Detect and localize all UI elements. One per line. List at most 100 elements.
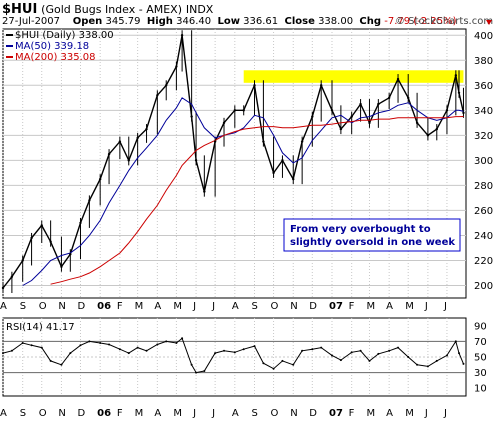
price-point	[396, 77, 400, 81]
price-x-tick: F	[349, 301, 355, 312]
low-label: Low	[217, 16, 240, 27]
low-value: 336.61	[243, 16, 279, 27]
price-point	[281, 159, 284, 162]
price-point	[415, 121, 419, 125]
price-x-tick: D	[77, 301, 85, 312]
annotation-line1: From very overbought to	[290, 224, 431, 235]
ma200-line	[50, 116, 464, 285]
rsi-x-tick: A	[386, 408, 393, 419]
symbol: $HUI	[2, 2, 38, 17]
price-point	[136, 136, 139, 140]
rsi-tick-label: 50	[474, 353, 487, 364]
price-tick-label: 300	[474, 156, 493, 167]
price-point	[233, 109, 237, 112]
rsi-point	[49, 359, 52, 362]
price-x-tick: J	[211, 301, 215, 312]
price-point	[10, 275, 14, 278]
price-tick-label: 320	[474, 131, 493, 142]
price-x-tick: A	[154, 301, 161, 312]
close-value: 338.00	[318, 16, 354, 27]
rsi-point	[339, 359, 342, 362]
price-x-tick: F	[117, 301, 123, 312]
price-point	[368, 121, 371, 125]
rsi-point	[350, 351, 353, 354]
price-point	[190, 115, 193, 118]
rsi-x-tick: 07	[329, 408, 343, 419]
ma50-line	[22, 97, 464, 286]
price-point	[445, 109, 449, 112]
legend-ma200: MA(200) 335.08	[15, 52, 96, 63]
rsi-x-tick: F	[117, 408, 123, 419]
price-point	[339, 127, 343, 131]
rsi-point	[214, 352, 217, 355]
rsi-x-tick: M	[173, 408, 182, 419]
price-x-tick: J	[443, 301, 447, 312]
price-x-tick: D	[309, 301, 317, 312]
price-x-tick: O	[271, 301, 279, 312]
rsi-point	[426, 365, 429, 368]
high-value: 346.40	[176, 16, 212, 27]
rsi-point	[368, 359, 371, 362]
rsi-point	[145, 349, 148, 352]
rsi-point	[127, 352, 130, 355]
rsi-point	[242, 348, 245, 351]
price-point	[457, 91, 461, 95]
price-x-tick: A	[232, 301, 239, 312]
rsi-point	[281, 359, 284, 362]
rsi-x-tick: M	[135, 408, 144, 419]
price-x-tick: A	[0, 301, 7, 312]
price-tick-label: 260	[474, 206, 493, 217]
price-point	[118, 140, 122, 143]
rsi-x-tick: S	[20, 408, 26, 419]
rsi-point	[2, 352, 4, 355]
price-x-tick: J	[192, 301, 196, 312]
rsi-x-tick: J	[211, 408, 215, 419]
rsi-point	[40, 346, 43, 349]
open-value: 345.79	[105, 16, 141, 27]
price-point	[60, 265, 63, 268]
chart-title: $HUI (Gold Bugs Index - AMEX) INDX	[2, 2, 213, 17]
rsi-point	[458, 352, 461, 355]
rsi-point	[445, 354, 448, 357]
price-tick-label: 200	[474, 281, 493, 292]
price-point	[222, 121, 226, 125]
price-point	[165, 84, 168, 87]
rsi-point	[462, 362, 465, 365]
rsi-x-tick: 06	[97, 408, 111, 419]
price-point	[98, 177, 102, 181]
open-label: Open	[72, 16, 103, 27]
rsi-x-tick: A	[0, 408, 7, 419]
price-tick-label: 340	[474, 106, 493, 117]
price-x-tick: 07	[329, 301, 343, 312]
rsi-x-tick: J	[424, 408, 428, 419]
price-x-tick: M	[135, 301, 144, 312]
rsi-x-tick: N	[58, 408, 65, 419]
annotation-box	[283, 218, 461, 252]
price-point	[203, 190, 206, 193]
chg-label: Chg	[359, 16, 382, 27]
rsi-point	[60, 363, 63, 366]
price-point	[272, 171, 275, 175]
index-name: (Gold Bugs Index - AMEX)	[41, 3, 183, 16]
price-point	[242, 109, 245, 112]
price-point	[69, 253, 72, 256]
price-point	[407, 96, 410, 100]
rsi-point	[69, 352, 72, 355]
price-tick-label: 400	[474, 31, 493, 42]
rsi-x-tick: O	[271, 408, 279, 419]
rsi-x-tick: M	[366, 408, 375, 419]
price-x-tick: J	[424, 301, 428, 312]
rsi-x-tick: A	[154, 408, 161, 419]
price-point	[1, 286, 5, 290]
rsi-point	[311, 348, 314, 351]
annotation-line2: slightly oversold in one week	[290, 237, 455, 248]
down-triangle-icon	[486, 20, 492, 25]
rsi-x-tick: D	[309, 408, 317, 419]
rsi-x-tick: O	[39, 408, 47, 419]
legend-price: $HUI (Daily) 338.00	[15, 30, 114, 41]
rsi-tick-label: 10	[474, 384, 487, 395]
rsi-point	[165, 340, 168, 343]
close-label: Close	[284, 16, 315, 27]
rsi-point	[253, 345, 256, 348]
